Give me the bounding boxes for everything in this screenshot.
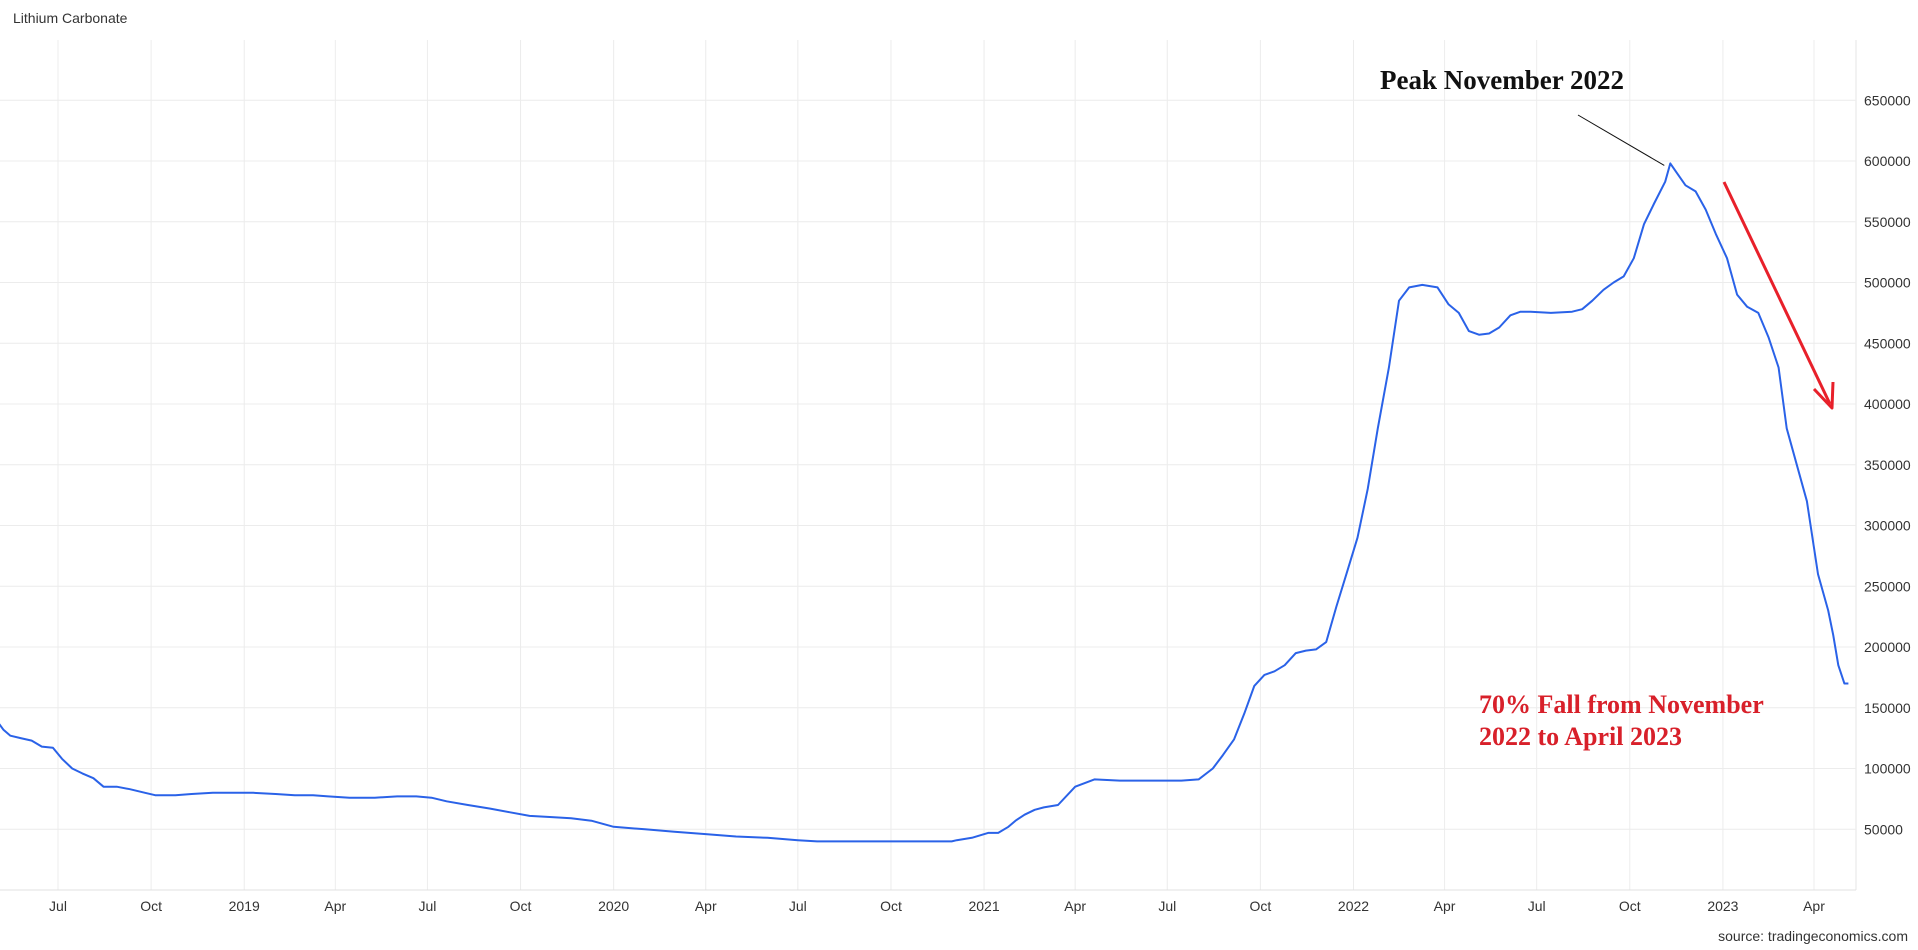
decline-arrow-head: [1812, 381, 1835, 410]
y-tick-label: 150000: [1864, 700, 1911, 716]
y-tick-label: 300000: [1864, 518, 1911, 534]
source-label: source: tradingeconomics.com: [1718, 928, 1908, 944]
y-tick-label: 100000: [1864, 761, 1911, 777]
series-layer: [0, 162, 1849, 843]
y-tick-label: 250000: [1864, 578, 1911, 594]
x-tick-label: Apr: [1803, 898, 1825, 914]
decline-arrow: [1722, 181, 1832, 405]
x-tick-label: Jul: [49, 898, 67, 914]
x-tick-label: Jul: [789, 898, 807, 914]
x-tick-label: Jul: [418, 898, 436, 914]
x-tick-label: Oct: [1249, 898, 1271, 914]
peak-pointer-line: [1577, 114, 1665, 166]
x-tick-label: Oct: [140, 898, 162, 914]
x-tick-label: Jul: [1528, 898, 1546, 914]
annotations: Peak November 2022 70% Fall from November…: [1380, 65, 1835, 751]
fall-annotation-line: 2022 to April 2023: [1479, 722, 1682, 751]
y-tick-label: 600000: [1864, 153, 1911, 169]
y-tick-label: 200000: [1864, 639, 1911, 655]
y-tick-label: 450000: [1864, 335, 1911, 351]
grid: [0, 40, 1857, 890]
x-tick-label: 2023: [1707, 898, 1738, 914]
x-tick-label: 2019: [229, 898, 260, 914]
x-tick-label: Jul: [1158, 898, 1176, 914]
x-tick-label: Oct: [880, 898, 902, 914]
x-tick-label: 2021: [968, 898, 999, 914]
y-tick-label: 500000: [1864, 275, 1911, 291]
x-tick-label: Apr: [1434, 898, 1456, 914]
x-tick-label: 2020: [598, 898, 629, 914]
fall-annotation-line: 70% Fall from November: [1479, 690, 1764, 719]
x-tick-label: Apr: [324, 898, 346, 914]
x-tick-label: Oct: [1619, 898, 1641, 914]
x-tick-label: Apr: [695, 898, 717, 914]
series-line: [0, 162, 1849, 843]
y-tick-label: 350000: [1864, 457, 1911, 473]
x-tick-label: 2022: [1338, 898, 1369, 914]
y-tick-label: 400000: [1864, 396, 1911, 412]
chart-title: Lithium Carbonate: [13, 10, 128, 26]
y-tick-label: 50000: [1864, 821, 1903, 837]
x-tick-label: Oct: [510, 898, 532, 914]
peak-annotation: Peak November 2022: [1380, 65, 1624, 95]
axes: 50000 100000 150000 200000 250000 300000 35000…: [0, 92, 1911, 914]
y-tick-label: 550000: [1864, 214, 1911, 230]
x-tick-label: Apr: [1064, 898, 1086, 914]
y-tick-label: 650000: [1864, 92, 1911, 108]
